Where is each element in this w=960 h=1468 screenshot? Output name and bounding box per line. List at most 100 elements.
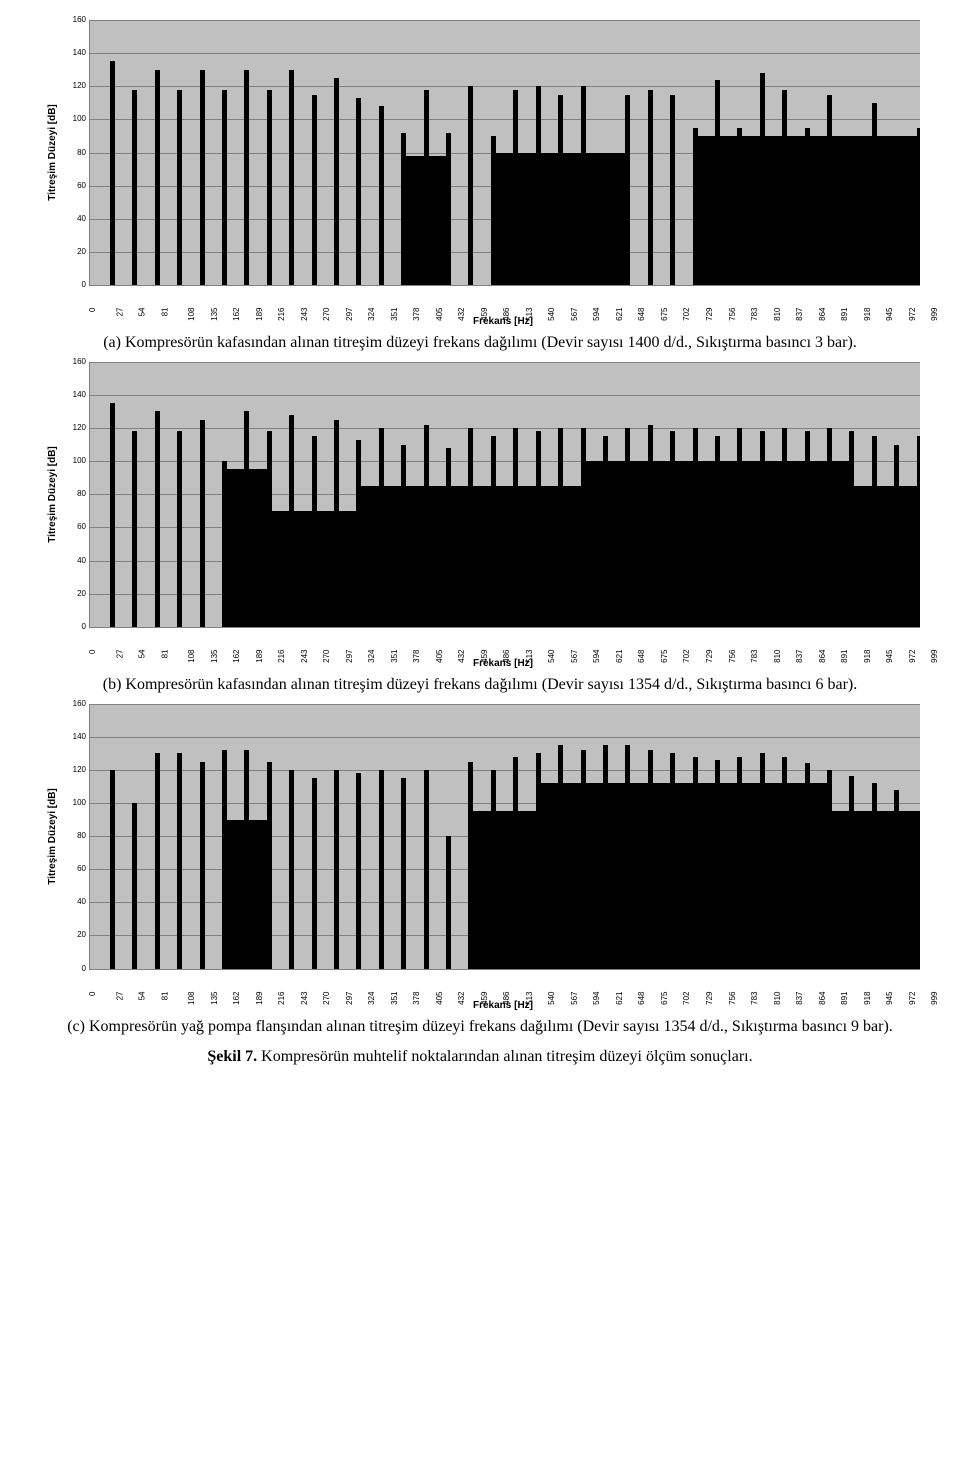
- bar: [379, 770, 384, 969]
- bar: [715, 436, 720, 626]
- caption-b: (b) Kompresörün kafasından alınan titreş…: [40, 675, 920, 696]
- bar: [401, 778, 406, 968]
- bar: [132, 803, 137, 969]
- bar: [805, 431, 810, 626]
- bar: [513, 757, 518, 969]
- y-axis-label: Titreşim Düzeyi [dB]: [47, 104, 58, 201]
- chart-b: Titreşim Düzeyi [dB] 16014012010080604020…: [40, 362, 920, 669]
- chart-c: Titreşim Düzeyi [dB] 16014012010080604020…: [40, 704, 920, 1011]
- plot-area: [89, 362, 920, 628]
- bar: [849, 776, 854, 968]
- bar: [894, 790, 899, 969]
- bar: [491, 436, 496, 626]
- bar: [491, 136, 496, 285]
- bar: [693, 128, 698, 285]
- bar: [760, 753, 765, 968]
- y-axis-ticks: 160140120100806040200: [64, 704, 89, 969]
- bar: [424, 770, 429, 969]
- bar: [625, 428, 630, 627]
- bar: [200, 70, 205, 285]
- bar: [244, 70, 249, 285]
- bar: [312, 436, 317, 626]
- bar: [872, 436, 877, 626]
- bar: [155, 411, 160, 626]
- x-axis-ticks: 0275481108135162189216243270297324351378…: [86, 970, 920, 998]
- bar: [177, 431, 182, 626]
- bar: [782, 757, 787, 969]
- chart-outer: Titreşim Düzeyi [dB] 16014012010080604020…: [40, 704, 920, 1011]
- bar: [917, 128, 920, 285]
- bar: [513, 428, 518, 627]
- bar: [334, 770, 339, 969]
- bar: [356, 773, 361, 968]
- bar: [760, 73, 765, 285]
- bar: [424, 90, 429, 285]
- bar: [536, 753, 541, 968]
- bar: [334, 78, 339, 285]
- bar: [827, 770, 832, 969]
- bar: [491, 770, 496, 969]
- bar: [267, 762, 272, 969]
- bar: [872, 103, 877, 285]
- bar: [648, 90, 653, 285]
- bar: [155, 753, 160, 968]
- bar: [849, 136, 854, 285]
- bar: [334, 420, 339, 627]
- bar: [356, 98, 361, 285]
- bar: [267, 90, 272, 285]
- bar: [715, 760, 720, 969]
- bar: [177, 753, 182, 968]
- bar: [110, 61, 115, 285]
- y-axis-label: Titreşim Düzeyi [dB]: [47, 788, 58, 885]
- y-axis-ticks: 160140120100806040200: [64, 362, 89, 627]
- bar: [401, 133, 406, 285]
- bar: [760, 431, 765, 626]
- bar: [581, 86, 586, 285]
- bar: [581, 428, 586, 627]
- bar: [603, 436, 608, 626]
- bar: [401, 445, 406, 627]
- bar: [200, 420, 205, 627]
- bar: [558, 95, 563, 285]
- bar: [177, 90, 182, 285]
- bar: [849, 431, 854, 626]
- bar: [312, 778, 317, 968]
- bar: [356, 440, 361, 627]
- bar: [648, 425, 653, 627]
- bar: [648, 750, 653, 969]
- bar: [693, 757, 698, 969]
- bar: [603, 745, 608, 969]
- bar: [737, 128, 742, 285]
- bar: [155, 70, 160, 285]
- bar: [715, 80, 720, 285]
- bar: [782, 90, 787, 285]
- bar: [244, 411, 249, 626]
- bar: [536, 86, 541, 285]
- bar: [894, 445, 899, 627]
- bar: [200, 762, 205, 969]
- bar: [737, 428, 742, 627]
- x-axis-ticks: 0275481108135162189216243270297324351378…: [86, 286, 920, 314]
- bar: [132, 431, 137, 626]
- bar: [424, 425, 429, 627]
- bar: [581, 750, 586, 969]
- figure-caption: Şekil 7. Kompresörün muhtelif noktaların…: [40, 1047, 920, 1068]
- bar: [625, 95, 630, 285]
- bar: [558, 745, 563, 969]
- bar: [917, 828, 920, 969]
- plot-area: [89, 20, 920, 286]
- bar: [222, 90, 227, 285]
- chart-a: Titreşim Düzeyi [dB] 16014012010080604020…: [40, 20, 920, 327]
- bar: [513, 90, 518, 285]
- bar: [289, 770, 294, 969]
- bar: [110, 403, 115, 627]
- bar: [468, 86, 473, 285]
- bar: [110, 770, 115, 969]
- figure-text: Kompresörün muhtelif noktalarından alına…: [257, 1048, 752, 1065]
- y-axis-label: Titreşim Düzeyi [dB]: [47, 446, 58, 543]
- bar: [468, 428, 473, 627]
- bar: [267, 431, 272, 626]
- bar: [446, 836, 451, 969]
- bar: [737, 757, 742, 969]
- y-axis-ticks: 160140120100806040200: [64, 20, 89, 285]
